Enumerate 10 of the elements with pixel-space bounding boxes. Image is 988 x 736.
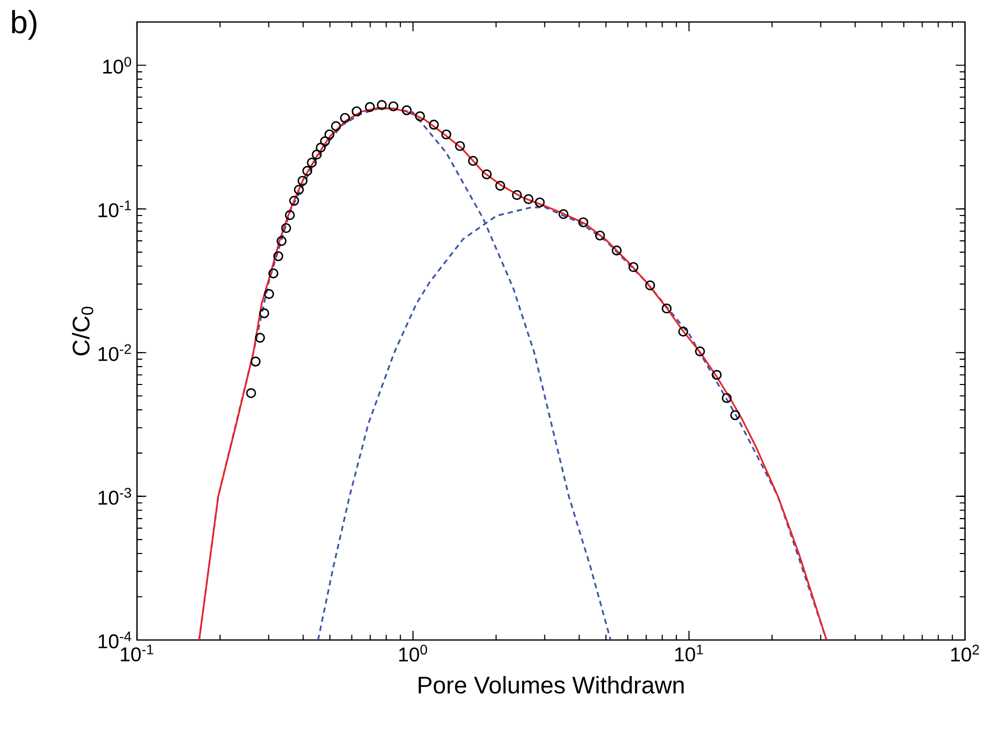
x-tick-label: 10$^{2}$ — [951, 644, 979, 662]
y-tick-label: 10$^{-1}$ — [98, 200, 131, 218]
y-axis-title: C/C$_{0}$ — [72, 306, 94, 356]
x-axis-title: Pore Volumes Withdrawn — [418, 676, 684, 694]
x-tick-label: 10$^{0}$ — [399, 644, 428, 662]
x-tick-label: 10$^{1}$ — [675, 644, 703, 662]
text: b) — [12, 10, 36, 40]
y-tick-label: 10$^{0}$ — [103, 56, 132, 74]
y-tick-label: 10$^{-2}$ — [98, 344, 131, 362]
y-tick-label: 10$^{-3}$ — [98, 488, 132, 505]
